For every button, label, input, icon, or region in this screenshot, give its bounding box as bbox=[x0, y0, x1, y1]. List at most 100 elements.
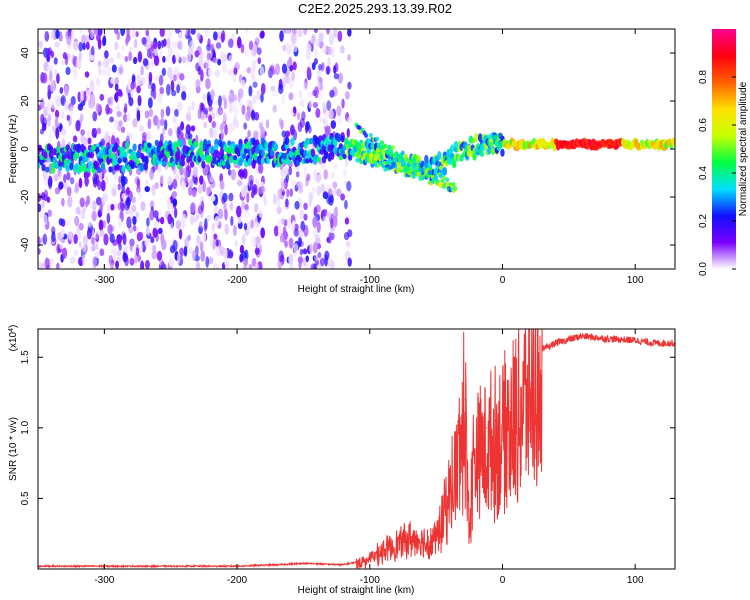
noise-cell bbox=[302, 257, 307, 267]
noise-cell bbox=[119, 198, 124, 210]
noise-cell bbox=[251, 94, 257, 104]
noise-cell bbox=[283, 231, 288, 243]
noise-cell bbox=[113, 202, 119, 210]
noise-cell bbox=[222, 192, 228, 203]
snr-point bbox=[554, 342, 557, 344]
noise-cell bbox=[128, 131, 133, 140]
noise-cell bbox=[214, 215, 220, 227]
noise-cell bbox=[41, 200, 46, 209]
noise-cell bbox=[344, 217, 350, 225]
noise-cell bbox=[156, 118, 161, 130]
noise-cell bbox=[85, 89, 91, 99]
noise-cell bbox=[69, 177, 75, 185]
signal-cell bbox=[500, 148, 505, 157]
noise-cell bbox=[80, 129, 86, 136]
noise-cell bbox=[224, 123, 228, 136]
noise-cell bbox=[347, 54, 351, 61]
noise-cell bbox=[333, 215, 338, 228]
noise-cell bbox=[152, 89, 157, 100]
noise-cell bbox=[241, 201, 246, 210]
signal-cell bbox=[336, 133, 342, 143]
noise-cell bbox=[62, 247, 68, 259]
noise-cell bbox=[157, 209, 162, 220]
signal-cell bbox=[445, 181, 450, 186]
noise-cell bbox=[54, 41, 60, 48]
signal-cell bbox=[141, 155, 147, 163]
noise-cell bbox=[243, 222, 248, 231]
noise-cell bbox=[206, 214, 212, 222]
noise-cell bbox=[219, 180, 225, 190]
y-tick-label: -20 bbox=[20, 189, 31, 204]
signal-cell bbox=[391, 145, 396, 150]
noise-cell bbox=[314, 48, 319, 57]
noise-cell bbox=[165, 54, 172, 63]
noise-cell bbox=[79, 113, 84, 122]
noise-cell bbox=[344, 199, 348, 210]
noise-cell bbox=[180, 121, 185, 131]
noise-cell bbox=[183, 245, 188, 257]
noise-cell bbox=[218, 108, 223, 116]
noise-cell bbox=[83, 136, 88, 147]
noise-cell bbox=[234, 240, 239, 247]
noise-cell bbox=[172, 239, 178, 252]
noise-cell bbox=[144, 110, 150, 119]
noise-cell bbox=[167, 29, 173, 39]
signal-cell bbox=[188, 138, 193, 146]
noise-cell bbox=[178, 130, 184, 141]
snr-point bbox=[302, 562, 305, 564]
noise-cell bbox=[133, 56, 138, 65]
noise-cell bbox=[78, 41, 83, 52]
signal-cell bbox=[368, 153, 373, 159]
noise-cell bbox=[145, 179, 149, 187]
noise-cell bbox=[51, 29, 55, 40]
noise-cell bbox=[341, 98, 345, 109]
noise-cell bbox=[286, 43, 292, 55]
noise-cell bbox=[153, 210, 159, 219]
noise-cell bbox=[319, 83, 324, 91]
signal-cell bbox=[247, 158, 253, 166]
noise-cell bbox=[331, 46, 335, 58]
noise-cell bbox=[149, 210, 155, 221]
noise-cell bbox=[113, 247, 117, 258]
noise-cell bbox=[55, 29, 60, 40]
noise-cell bbox=[135, 246, 140, 257]
noise-cell bbox=[248, 40, 254, 51]
signal-cell bbox=[424, 154, 429, 164]
noise-cell bbox=[228, 103, 233, 114]
noise-cell bbox=[229, 202, 234, 211]
colorbar-gradient bbox=[712, 29, 736, 269]
noise-cell bbox=[122, 233, 127, 246]
noise-cell bbox=[221, 30, 226, 42]
noise-cell bbox=[307, 91, 313, 98]
noise-cell bbox=[165, 83, 171, 96]
noise-cell bbox=[139, 125, 145, 132]
signal-cell bbox=[470, 138, 475, 144]
signal-cell bbox=[89, 152, 95, 159]
noise-cell bbox=[281, 63, 288, 74]
noise-cell bbox=[168, 257, 173, 267]
signal-cell bbox=[147, 142, 152, 149]
noise-cell bbox=[157, 91, 163, 104]
noise-cell bbox=[84, 176, 89, 188]
noise-cell bbox=[263, 194, 267, 206]
snr-point bbox=[472, 441, 474, 443]
noise-cell bbox=[346, 180, 352, 192]
signal-cell bbox=[242, 153, 247, 159]
noise-cell bbox=[46, 196, 51, 203]
noise-cell bbox=[213, 233, 218, 240]
noise-cell bbox=[228, 54, 233, 64]
noise-cell bbox=[96, 127, 102, 135]
signal-cell bbox=[190, 161, 195, 168]
noise-cell bbox=[191, 100, 195, 111]
noise-cell bbox=[159, 29, 165, 38]
noise-cell bbox=[298, 181, 304, 191]
noise-cell bbox=[145, 259, 150, 269]
noise-cell bbox=[272, 104, 277, 113]
noise-cell bbox=[172, 115, 177, 124]
signal-cell bbox=[121, 165, 126, 174]
signal-cell bbox=[310, 148, 316, 158]
noise-cell bbox=[248, 166, 252, 174]
noise-cell bbox=[129, 210, 134, 220]
noise-cell bbox=[206, 91, 211, 103]
